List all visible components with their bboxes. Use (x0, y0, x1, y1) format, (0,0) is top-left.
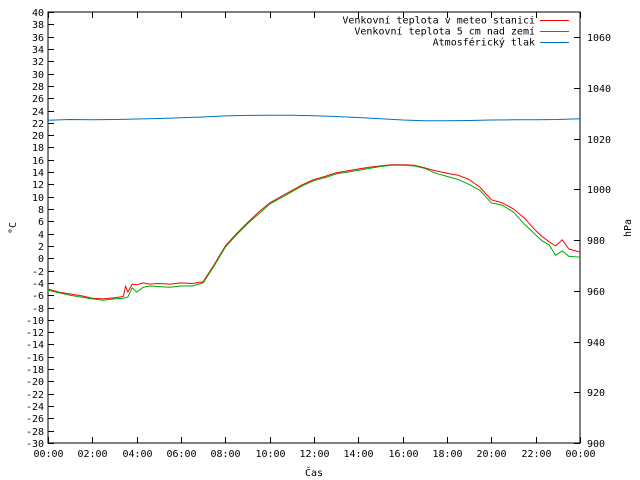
y-tick-label: 0 (38, 254, 44, 265)
y-tick-label: 26 (32, 94, 44, 105)
y-tick-label: 32 (32, 57, 44, 68)
legend-label-3: Atmosférický tlak (433, 37, 535, 49)
series-group (47, 114, 581, 301)
y2-tick-label: 940 (587, 338, 605, 349)
y-tick-label: -16 (26, 353, 44, 364)
y-tick-label: 20 (32, 131, 44, 142)
y-tick-label: 34 (32, 45, 44, 56)
y-tick-label: -26 (26, 414, 44, 425)
y-tick-label: -8 (32, 304, 44, 315)
y-tick-label: -10 (26, 316, 44, 327)
y-tick-label: -20 (26, 377, 44, 388)
y-tick-label: 2 (38, 242, 44, 253)
series-line-2 (47, 164, 581, 301)
y-tick-label: 4 (38, 230, 44, 241)
x-tick-label: 14:00 (343, 449, 373, 460)
y-axis-right: 900 920 940 960 980 1000 1020 1040 1060 (574, 33, 611, 450)
x-tick-label: 04:00 (122, 449, 152, 460)
x-tick-label: 16:00 (388, 449, 418, 460)
y-tick-label: 38 (32, 20, 44, 31)
y-tick-label: 6 (38, 217, 44, 228)
y-tick-label: 40 (32, 8, 44, 19)
y-tick-label: -28 (26, 427, 44, 438)
series-line-1 (47, 164, 581, 300)
y-axis-left: -30-28-26-24-22-20-18-16-14-12-10-8-6-4-… (26, 8, 54, 450)
y-tick-label: -22 (26, 390, 44, 401)
x-tick-label: 00:00 (565, 449, 595, 460)
x-tick-label: 22:00 (521, 449, 551, 460)
y-tick-label: 36 (32, 33, 44, 44)
x-tick-label: 10:00 (255, 449, 285, 460)
y-tick-label: -2 (32, 267, 44, 278)
y-tick-label: 10 (32, 193, 44, 204)
y2-tick-label: 1000 (587, 185, 611, 196)
legend: Venkovní teplota v meteo staniciVenkovní… (342, 15, 569, 49)
y-tick-label: 12 (32, 180, 44, 191)
y-tick-label: 24 (32, 107, 44, 118)
y-tick-label: 18 (32, 143, 44, 154)
y-tick-label: 8 (38, 205, 44, 216)
x-tick-label: 12:00 (299, 449, 329, 460)
x-tick-label: 20:00 (476, 449, 506, 460)
y2-tick-label: 1020 (587, 135, 611, 146)
x-axis-title: Čas (305, 466, 323, 479)
x-tick-label: 00:00 (33, 449, 63, 460)
y-tick-label: -30 (26, 439, 44, 450)
y2-tick-label: 920 (587, 388, 605, 399)
y-tick-label: -14 (26, 340, 44, 351)
legend-label-1: Venkovní teplota v meteo stanici (342, 15, 535, 27)
y-tick-label: 28 (32, 82, 44, 93)
y-tick-label: -12 (26, 328, 44, 339)
y-tick-label: -6 (32, 291, 44, 302)
y-tick-label: -18 (26, 365, 44, 376)
y-tick-label: -24 (26, 402, 44, 413)
y-axis-title: °C (8, 222, 19, 234)
y-tick-label: 22 (32, 119, 44, 130)
x-axis: 00:00 02:00 04:00 06:00 08:00 10:00 12:00 14:00… (33, 12, 596, 460)
series-line-3 (47, 114, 581, 122)
y-tick-label: 14 (32, 168, 44, 179)
legend-label-2: Venkovní teplota 5 cm nad zemí (354, 26, 535, 38)
y2-tick-label: 900 (587, 439, 605, 450)
y2-tick-label: 1040 (587, 84, 611, 95)
y2-axis-title: hPa (623, 219, 634, 237)
y-tick-label: 16 (32, 156, 44, 167)
x-tick-label: 18:00 (432, 449, 462, 460)
y-tick-label: -4 (32, 279, 44, 290)
y-tick-label: 30 (32, 70, 44, 81)
x-tick-label: 02:00 (77, 449, 107, 460)
y2-tick-label: 980 (587, 236, 605, 247)
x-tick-label: 06:00 (166, 449, 196, 460)
x-tick-label: 08:00 (210, 449, 240, 460)
y2-tick-label: 1060 (587, 33, 611, 44)
y2-tick-label: 960 (587, 287, 605, 298)
